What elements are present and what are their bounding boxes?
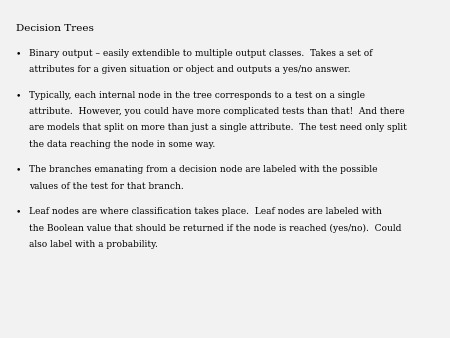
Text: •: • bbox=[16, 165, 21, 174]
Text: the Boolean value that should be returned if the node is reached (yes/no).  Coul: the Boolean value that should be returne… bbox=[29, 223, 401, 233]
Text: •: • bbox=[16, 207, 21, 216]
Text: •: • bbox=[16, 49, 21, 58]
Text: Decision Trees: Decision Trees bbox=[16, 24, 94, 33]
Text: the data reaching the node in some way.: the data reaching the node in some way. bbox=[29, 140, 216, 149]
Text: also label with a probability.: also label with a probability. bbox=[29, 240, 158, 249]
Text: attributes for a given situation or object and outputs a yes/no answer.: attributes for a given situation or obje… bbox=[29, 65, 351, 74]
Text: •: • bbox=[16, 91, 21, 100]
Text: Typically, each internal node in the tree corresponds to a test on a single: Typically, each internal node in the tre… bbox=[29, 91, 365, 100]
Text: Leaf nodes are where classification takes place.  Leaf nodes are labeled with: Leaf nodes are where classification take… bbox=[29, 207, 382, 216]
Text: values of the test for that branch.: values of the test for that branch. bbox=[29, 182, 184, 191]
Text: The branches emanating from a decision node are labeled with the possible: The branches emanating from a decision n… bbox=[29, 165, 378, 174]
Text: Binary output – easily extendible to multiple output classes.  Takes a set of: Binary output – easily extendible to mul… bbox=[29, 49, 373, 58]
Text: are models that split on more than just a single attribute.  The test need only : are models that split on more than just … bbox=[29, 123, 407, 132]
Text: attribute.  However, you could have more complicated tests than that!  And there: attribute. However, you could have more … bbox=[29, 107, 405, 116]
